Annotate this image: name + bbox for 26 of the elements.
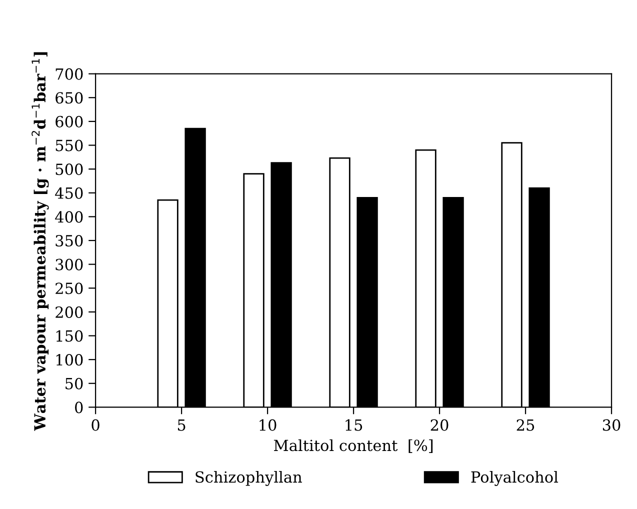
y-tick-label: 700	[56, 68, 83, 80]
y-tick-label: 350	[56, 234, 83, 247]
y-tick-label: 150	[56, 330, 83, 342]
legend-label: Schizophyllan	[196, 470, 302, 486]
x-tick-label: 10	[260, 419, 276, 431]
x-tick-label: 25	[516, 419, 534, 431]
y-tick-label: 50	[66, 378, 83, 390]
y-tick-label: 550	[56, 140, 83, 152]
x-axis-title: Maltitol content [%]	[274, 439, 433, 453]
x-tick-label: 15	[346, 419, 362, 431]
y-tick-label: 400	[55, 211, 83, 223]
y-tick-label: 500	[56, 164, 83, 176]
y-tick-label: 450	[55, 187, 83, 199]
y-tick-label: 0	[75, 402, 83, 414]
x-tick-label: 0	[92, 419, 100, 431]
y-tick-label: 100	[56, 354, 83, 366]
y-axis-title: Water vapour permeability [g · m$^{−2}$d$^{−1}$bar$^{−1}$]	[32, 52, 49, 431]
y-tick-label: 300	[56, 258, 83, 270]
x-tick-label: 20	[430, 419, 448, 431]
y-tick-label: 250	[56, 282, 83, 294]
y-tick-label: 200	[56, 306, 83, 318]
y-tick-label: 650	[56, 92, 83, 104]
x-tick-label: 5	[178, 419, 186, 431]
y-tick-label: 600	[56, 116, 83, 128]
legend-label: Polyalcohol	[471, 470, 558, 486]
x-tick-label: 30	[602, 419, 620, 431]
